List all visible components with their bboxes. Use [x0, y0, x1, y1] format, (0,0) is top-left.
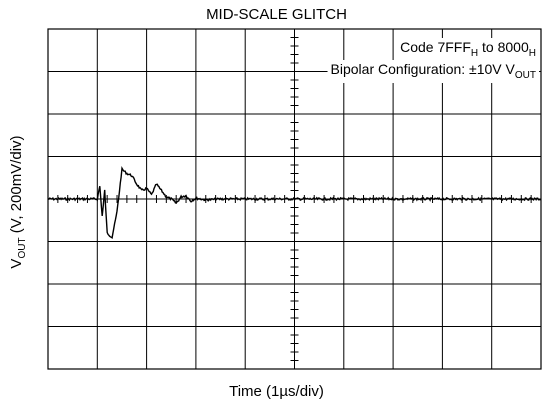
series-line [47, 165, 542, 239]
x-axis-label: Time (1µs/div) [229, 383, 324, 400]
annotation-background [397, 38, 539, 61]
center-axis-ticks [57, 37, 532, 361]
annotation-text: Bipolar Configuration: ±10V V [331, 61, 516, 77]
annotation-text: Code 7FFF [400, 39, 471, 55]
annotation-2: Bipolar Configuration: ±10V VOUT [331, 61, 536, 81]
chart-title: MID-SCALE GLITCH [206, 6, 347, 23]
annotation-subscript: H [529, 48, 536, 59]
annotation-text: to 8000 [478, 39, 529, 55]
plot-frame [47, 28, 542, 370]
annotation-background [327, 60, 539, 83]
annotation-1: Code 7FFFH to 8000H [400, 39, 536, 59]
annotation-subscript: OUT [515, 70, 536, 81]
annotation-subscript: H [471, 48, 478, 59]
